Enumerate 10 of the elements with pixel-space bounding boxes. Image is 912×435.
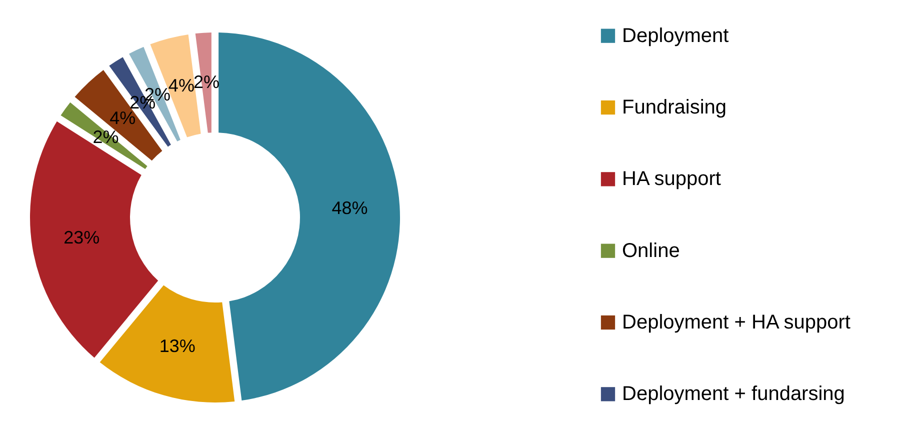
legend-label: HA support (622, 168, 722, 190)
legend-label: Deployment (622, 24, 730, 47)
legend-label: Deployment + HA support (622, 312, 851, 334)
data-label: 4% (110, 108, 136, 128)
legend-label: Fundraising (622, 96, 727, 118)
data-label: 13% (159, 336, 196, 356)
data-label: 48% (332, 198, 368, 218)
legend-label: Deployment + fundarsing (622, 383, 845, 406)
data-label: 23% (64, 228, 100, 248)
legend-label: Online (622, 240, 680, 262)
